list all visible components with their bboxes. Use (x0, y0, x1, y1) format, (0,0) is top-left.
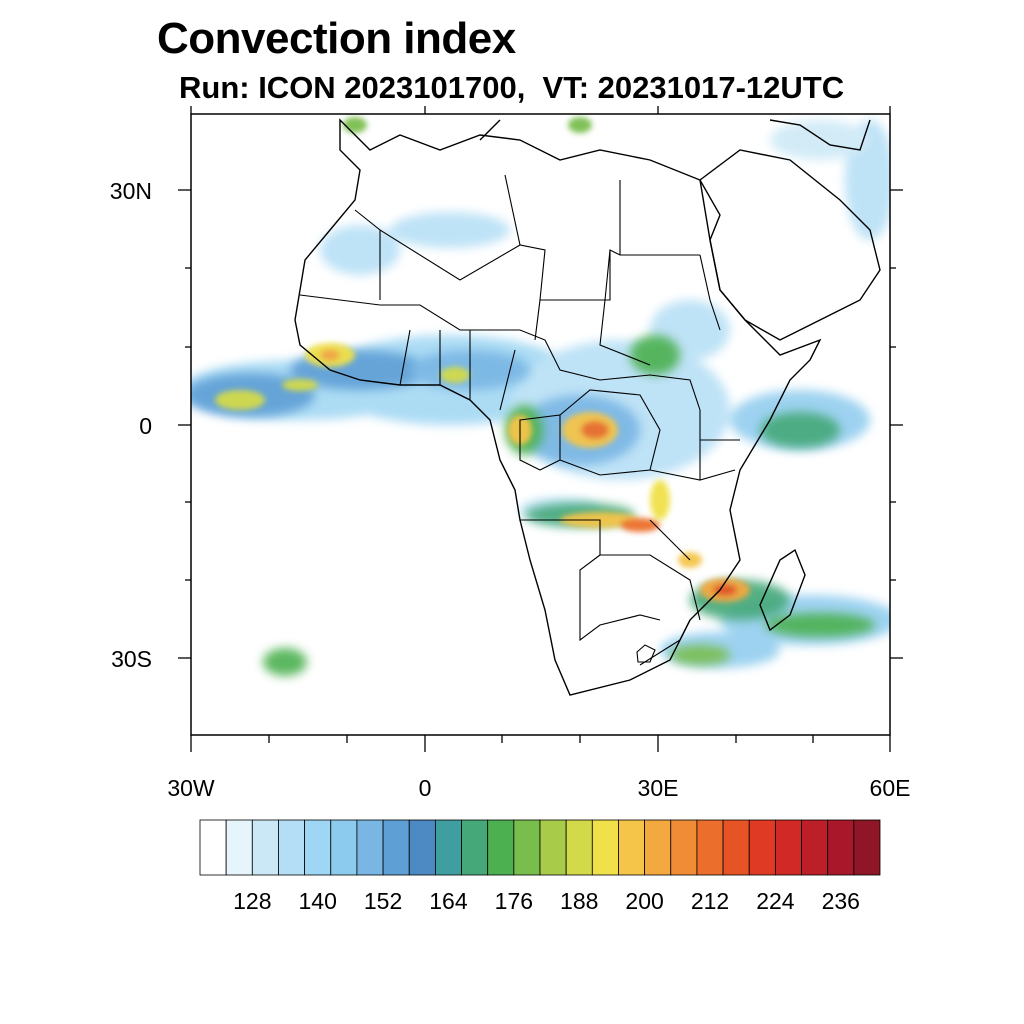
colorbar (199, 819, 881, 876)
colorbar-box (539, 819, 567, 876)
colorbar-label: 176 (494, 888, 534, 914)
colorbar-box (225, 819, 253, 876)
colorbar-box (644, 819, 672, 876)
colorbar-box (774, 819, 802, 876)
country-borders (299, 174, 740, 666)
lon-label-0: 0 (418, 775, 432, 801)
lon-label-30w: 30W (167, 775, 215, 801)
lon-label-60e: 60E (869, 775, 911, 801)
colorbar-label: 236 (821, 888, 860, 914)
colorbar-label: 164 (429, 888, 468, 914)
colorbar-box (670, 819, 698, 876)
convection-field (191, 117, 890, 676)
colorbar-label: 152 (363, 888, 403, 914)
colorbar-box (748, 819, 776, 876)
colorbar-box (330, 819, 358, 876)
colorbar-label: 200 (625, 888, 664, 914)
colorbar-box (278, 819, 306, 876)
lat-label-equator: 0 (139, 413, 152, 439)
lon-label-30e: 30E (637, 775, 679, 801)
lat-label-30s: 30S (111, 646, 152, 672)
colorbar-box (591, 819, 619, 876)
colorbar-box (618, 819, 646, 876)
colorbar-box (356, 819, 384, 876)
colorbar-box (382, 819, 410, 876)
colorbar-label: 128 (233, 888, 272, 914)
chart-subtitle: Run: ICON 2023101700, VT: 20231017-12UTC (179, 70, 845, 105)
colorbar-box (853, 819, 881, 876)
colorbar-box (199, 819, 227, 876)
colorbar-label: 140 (298, 888, 337, 914)
colorbar-box (565, 819, 593, 876)
colorbar-box (513, 819, 541, 876)
colorbar-box (722, 819, 750, 876)
colorbar-box (461, 819, 489, 876)
colorbar-box (696, 819, 724, 876)
colorbar-box (304, 819, 332, 876)
axis-ticks (178, 106, 903, 752)
chart-title: Convection index (157, 14, 516, 63)
colorbar-box (251, 819, 279, 876)
colorbar-label: 188 (560, 888, 599, 914)
colorbar-label: 224 (756, 888, 795, 914)
colorbar-box (434, 819, 462, 876)
colorbar-box (801, 819, 829, 876)
lat-label-30n: 30N (109, 178, 152, 204)
colorbar-box (487, 819, 515, 876)
colorbar-label: 212 (690, 888, 730, 914)
colorbar-box (408, 819, 436, 876)
colorbar-box (827, 819, 855, 876)
